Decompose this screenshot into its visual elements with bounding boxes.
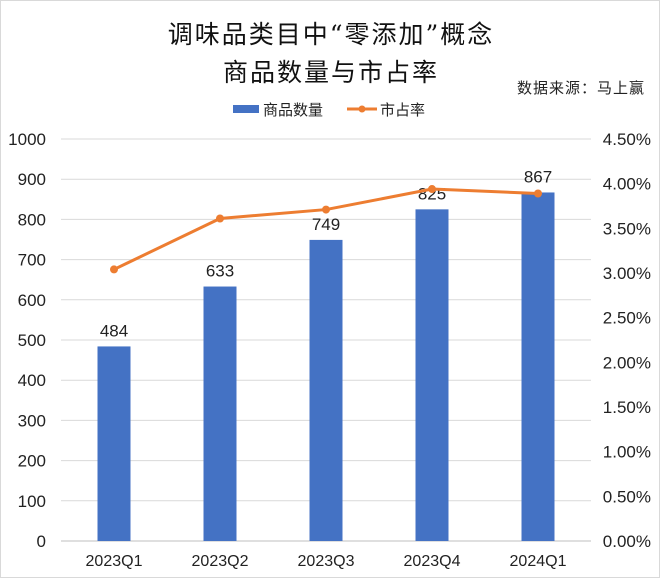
y-left-tick-label: 400 [18, 371, 46, 390]
y-left-tick-label: 500 [18, 331, 46, 350]
y-left-tick-label: 900 [18, 170, 46, 189]
y-right-tick-label: 3.00% [603, 264, 651, 283]
y-left-tick-label: 300 [18, 411, 46, 430]
y-right-tick-label: 0.00% [603, 532, 651, 551]
line-point [534, 189, 542, 198]
legend-bar-swatch [233, 105, 259, 113]
y-left-tick-label: 1000 [8, 130, 46, 149]
bar [309, 239, 343, 542]
data-source: 数据来源：马上赢 [516, 79, 645, 97]
chart-subtitle: 商品数量与市占率 [222, 58, 439, 87]
y-right-tick-label: 1.00% [603, 443, 651, 462]
y-left-tick-label: 200 [18, 452, 46, 471]
line-point [110, 265, 118, 274]
line-point [322, 205, 330, 214]
y-right-tick-label: 3.50% [603, 219, 651, 238]
bar [415, 209, 449, 541]
line-point [428, 185, 436, 194]
y-left-tick-label: 800 [18, 210, 46, 229]
legend-line-marker [358, 105, 366, 113]
x-tick-label: 2023Q2 [192, 553, 249, 570]
x-tick-label: 2023Q3 [298, 553, 355, 570]
bar-data-label: 749 [312, 215, 340, 234]
y-right-tick-label: 2.50% [603, 309, 651, 328]
bar [97, 346, 131, 541]
bar [521, 192, 555, 541]
bar-data-label: 867 [524, 167, 552, 186]
chart-title: 调味品类目中“零添加”概念 [167, 20, 495, 49]
x-tick-label: 2024Q1 [510, 553, 567, 570]
y-left-tick-label: 700 [18, 251, 46, 270]
bar-data-label: 484 [100, 321, 128, 340]
bar [203, 286, 237, 541]
x-tick-label: 2023Q4 [404, 553, 461, 570]
y-right-tick-label: 4.00% [603, 175, 651, 194]
legend-label: 市占率 [380, 102, 425, 119]
y-left-tick-label: 100 [18, 492, 46, 511]
y-left-tick-label: 0 [37, 532, 46, 551]
y-right-tick-label: 2.00% [603, 353, 651, 372]
bar-data-label: 633 [206, 262, 234, 281]
y-left-tick-label: 600 [18, 291, 46, 310]
line-point [216, 214, 224, 223]
legend-label: 商品数量 [263, 102, 323, 119]
y-right-tick-label: 4.50% [603, 130, 651, 149]
x-tick-label: 2023Q1 [86, 553, 143, 570]
y-right-tick-label: 1.50% [603, 398, 651, 417]
y-right-tick-label: 0.50% [603, 487, 651, 506]
